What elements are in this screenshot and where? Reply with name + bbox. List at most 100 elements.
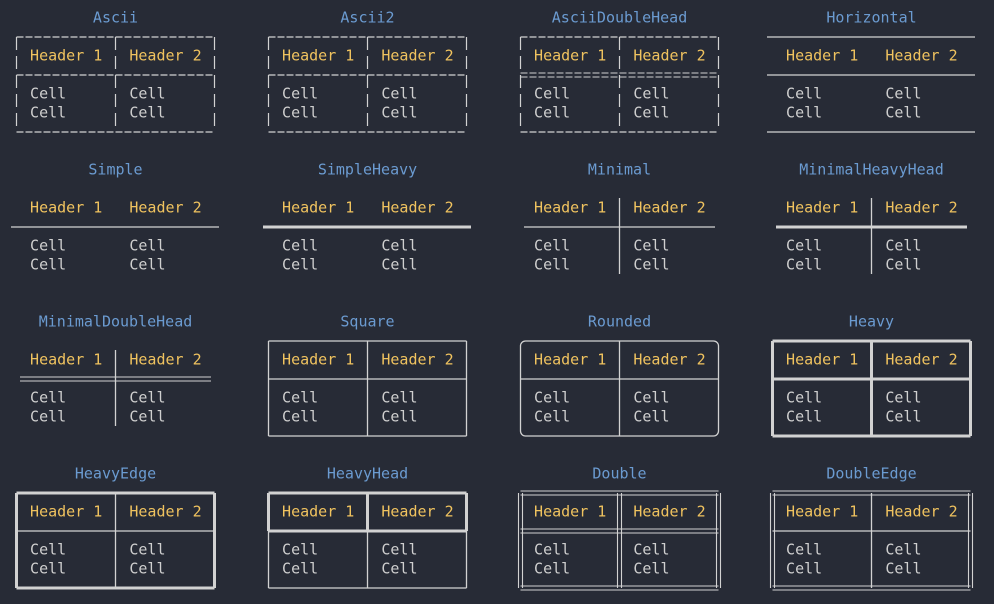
table-title: Ascii2	[340, 9, 394, 27]
body-cell: Cell	[534, 256, 570, 274]
body-cell: Cell	[885, 408, 921, 426]
header-cell: Header 2	[129, 503, 201, 521]
body-cell: Cell	[282, 541, 318, 559]
body-cell: Cell	[129, 85, 165, 103]
header-cell: Header 2	[633, 351, 705, 369]
header-cell: Header 1	[30, 47, 102, 65]
body-cell: Cell	[534, 85, 570, 103]
table-title: Ascii	[93, 9, 138, 27]
header-cell: Header 2	[633, 503, 705, 521]
body-cell: Cell	[786, 256, 822, 274]
header-cell: Header 1	[786, 503, 858, 521]
header-cell: Header 2	[129, 199, 201, 217]
body-cell: Cell	[129, 408, 165, 426]
body-cell: Cell	[885, 85, 921, 103]
body-cell: Cell	[534, 389, 570, 407]
header-cell: Header 2	[381, 503, 453, 521]
body-cell: Cell	[534, 541, 570, 559]
body-cell: Cell	[534, 104, 570, 122]
body-cell: Cell	[381, 560, 417, 578]
body-cell: Cell	[381, 541, 417, 559]
body-cell: Cell	[381, 389, 417, 407]
body-cell: Cell	[282, 389, 318, 407]
body-cell: Cell	[885, 237, 921, 255]
body-cell: Cell	[129, 389, 165, 407]
table-title: Heavy	[849, 313, 894, 331]
header-cell: Header 2	[633, 199, 705, 217]
body-cell: Cell	[633, 237, 669, 255]
body-cell: Cell	[282, 256, 318, 274]
body-cell: Cell	[129, 237, 165, 255]
body-cell: Cell	[633, 560, 669, 578]
header-cell: Header 1	[30, 351, 102, 369]
header-cell: Header 1	[786, 199, 858, 217]
header-cell: Header 1	[282, 503, 354, 521]
body-cell: Cell	[633, 256, 669, 274]
header-cell: Header 1	[534, 503, 606, 521]
body-cell: Cell	[30, 256, 66, 274]
body-cell: Cell	[129, 256, 165, 274]
body-cell: Cell	[786, 104, 822, 122]
body-cell: Cell	[30, 560, 66, 578]
header-cell: Header 2	[381, 351, 453, 369]
body-cell: Cell	[885, 389, 921, 407]
body-cell: Cell	[129, 541, 165, 559]
header-cell: Header 2	[381, 47, 453, 65]
header-cell: Header 2	[885, 47, 957, 65]
body-cell: Cell	[30, 237, 66, 255]
table-title: Double	[592, 465, 646, 483]
table-title: Rounded	[588, 313, 651, 331]
table-title: SimpleHeavy	[318, 161, 417, 179]
body-cell: Cell	[534, 560, 570, 578]
table-title: MinimalHeavyHead	[799, 161, 944, 179]
header-cell: Header 1	[30, 199, 102, 217]
body-cell: Cell	[786, 408, 822, 426]
body-cell: Cell	[786, 389, 822, 407]
body-cell: Cell	[381, 104, 417, 122]
header-cell: Header 1	[282, 47, 354, 65]
header-cell: Header 2	[633, 47, 705, 65]
header-cell: Header 2	[885, 351, 957, 369]
body-cell: Cell	[129, 104, 165, 122]
body-cell: Cell	[633, 85, 669, 103]
body-cell: Cell	[282, 85, 318, 103]
body-cell: Cell	[30, 85, 66, 103]
body-cell: Cell	[633, 541, 669, 559]
body-cell: Cell	[786, 560, 822, 578]
body-cell: Cell	[786, 541, 822, 559]
body-cell: Cell	[381, 256, 417, 274]
table-title: Simple	[88, 161, 142, 179]
header-cell: Header 2	[885, 503, 957, 521]
table-title: HeavyEdge	[75, 465, 156, 483]
body-cell: Cell	[633, 104, 669, 122]
header-cell: Header 2	[129, 351, 201, 369]
table-title: DoubleEdge	[826, 465, 916, 483]
header-cell: Header 1	[282, 199, 354, 217]
body-cell: Cell	[885, 560, 921, 578]
body-cell: Cell	[30, 104, 66, 122]
table-title: Horizontal	[826, 9, 916, 27]
body-cell: Cell	[282, 560, 318, 578]
body-cell: Cell	[786, 85, 822, 103]
body-cell: Cell	[885, 256, 921, 274]
header-cell: Header 1	[786, 47, 858, 65]
body-cell: Cell	[282, 408, 318, 426]
body-cell: Cell	[633, 408, 669, 426]
body-cell: Cell	[381, 85, 417, 103]
header-cell: Header 1	[282, 351, 354, 369]
table-title: AsciiDoubleHead	[552, 9, 687, 27]
body-cell: Cell	[30, 541, 66, 559]
body-cell: Cell	[30, 389, 66, 407]
body-cell: Cell	[534, 237, 570, 255]
table-title: Square	[340, 313, 394, 331]
body-cell: Cell	[282, 237, 318, 255]
body-cell: Cell	[534, 408, 570, 426]
header-cell: Header 1	[534, 47, 606, 65]
body-cell: Cell	[885, 104, 921, 122]
table-title: MinimalDoubleHead	[39, 313, 193, 331]
body-cell: Cell	[885, 541, 921, 559]
header-cell: Header 1	[534, 199, 606, 217]
table-title: HeavyHead	[327, 465, 408, 483]
body-cell: Cell	[786, 237, 822, 255]
